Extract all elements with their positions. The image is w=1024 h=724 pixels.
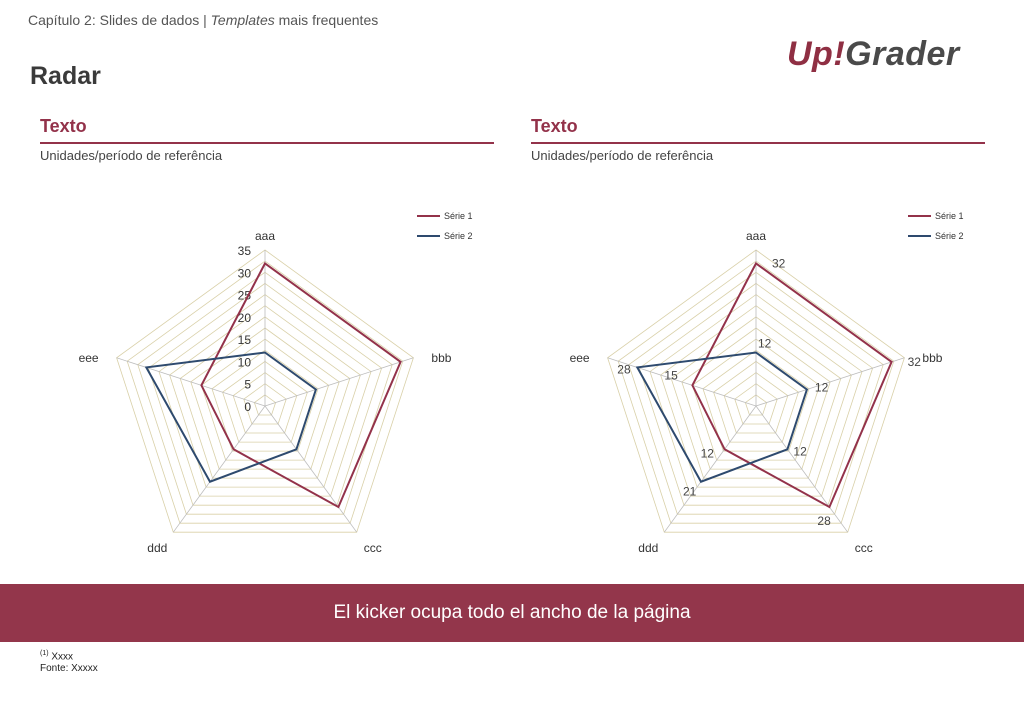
- grid-ring: [617, 260, 895, 524]
- category-label-ccc: ccc: [855, 541, 873, 552]
- footnotes: (1) Xxxx Fonte: Xxxxx: [40, 648, 98, 675]
- chart-panel-left: Texto Unidades/período de referência aaa…: [40, 112, 496, 552]
- axis-spoke: [755, 357, 905, 407]
- footnote-text: Xxxx: [48, 651, 74, 663]
- grid-ring: [147, 282, 383, 506]
- logo-part-grader: Grader: [845, 35, 960, 73]
- category-label-bbb: bbb: [431, 351, 451, 365]
- footnote-line: (1) Xxxx: [40, 648, 98, 663]
- footnote-marker: (1): [40, 650, 49, 657]
- category-label-ccc: ccc: [364, 541, 382, 552]
- grid-ring: [723, 372, 789, 434]
- category-label-ddd: ddd: [147, 541, 167, 552]
- grid-ring: [607, 249, 905, 533]
- tick-label: 20: [238, 311, 252, 325]
- tick-label: 30: [238, 266, 252, 280]
- axis-spoke: [264, 357, 414, 407]
- category-label-ddd: ddd: [638, 541, 658, 552]
- axis-spoke: [663, 405, 757, 533]
- series-2-line: [635, 351, 809, 483]
- category-label-aaa: aaa: [746, 229, 766, 243]
- grid-ring: [253, 394, 277, 416]
- legend-label: Série 1: [935, 211, 964, 221]
- panel-title: Texto: [40, 116, 87, 136]
- chapter-suffix: mais frequentes: [274, 12, 379, 28]
- grid-ring: [126, 260, 404, 524]
- panel-subtitle: Unidades/período de referência: [40, 148, 223, 163]
- axis-spoke: [116, 357, 266, 407]
- panel-title: Texto: [531, 116, 578, 136]
- series-1-line: [200, 261, 402, 509]
- grid-ring: [713, 360, 799, 443]
- chapter-italic: Templates: [210, 12, 275, 28]
- legend-label: Série 2: [935, 231, 964, 241]
- data-label: 21: [683, 485, 697, 499]
- data-label: 32: [908, 355, 922, 369]
- data-label: 12: [815, 381, 829, 395]
- series-1-line: [691, 261, 893, 509]
- grid-ring: [744, 394, 768, 416]
- logo-part-bang: !: [833, 35, 846, 73]
- category-label-eee: eee: [570, 351, 590, 365]
- grid-ring: [702, 349, 810, 452]
- series-2-line: [144, 351, 318, 483]
- data-label: 28: [817, 514, 831, 528]
- logo-part-up: Up: [787, 35, 834, 73]
- grid-ring: [232, 372, 298, 434]
- panel-subtitle: Unidades/período de referência: [531, 148, 714, 163]
- upgrader-logo: Up!Grader: [787, 35, 960, 74]
- radar-chart-left: aaa bbb ccc ddd eee 0 5 10 15 20 25 30 35 Série 1 Séri…: [79, 211, 473, 552]
- category-label-eee: eee: [79, 351, 99, 365]
- grid-ring: [158, 294, 372, 497]
- data-label: 32: [772, 256, 786, 270]
- chapter-breadcrumb: Capítulo 2: Slides de dados | Templates …: [28, 12, 378, 28]
- grid-ring: [211, 349, 319, 452]
- grid-ring: [638, 282, 874, 506]
- grid-ring: [649, 294, 863, 497]
- tick-label: 5: [244, 378, 251, 392]
- data-label: 12: [701, 446, 715, 460]
- data-label: 28: [617, 362, 631, 376]
- category-label-bbb: bbb: [922, 351, 942, 365]
- grid-ring: [681, 327, 831, 470]
- data-label: 12: [758, 337, 772, 351]
- axis-spoke: [755, 405, 849, 533]
- grid-ring: [116, 249, 414, 533]
- panel-divider: [531, 142, 985, 144]
- source-line: Fonte: Xxxxx: [40, 663, 98, 675]
- legend-label: Série 2: [444, 231, 473, 241]
- grid-ring: [222, 360, 308, 443]
- chapter-prefix: Capítulo 2: Slides de dados |: [28, 12, 211, 28]
- panel-divider: [40, 142, 494, 144]
- axis-spoke: [172, 405, 266, 533]
- axis-spoke: [264, 405, 358, 533]
- tick-label: 35: [238, 244, 252, 258]
- radar-chart-right: aaa bbb ccc ddd eee 32 32 28 12 15 12 12 12 21 28 Série…: [570, 211, 964, 552]
- grid-ring: [243, 383, 287, 425]
- category-label-aaa: aaa: [255, 229, 275, 243]
- grid-ring: [734, 383, 778, 425]
- page-title: Radar: [30, 62, 101, 90]
- axis-spoke: [607, 357, 757, 407]
- legend-label: Série 1: [444, 211, 473, 221]
- grid-ring: [179, 316, 351, 479]
- data-label: 15: [664, 368, 678, 382]
- data-label: 12: [793, 444, 807, 458]
- grid-ring: [137, 271, 393, 515]
- tick-label: 10: [238, 355, 252, 369]
- grid-ring: [628, 271, 884, 515]
- tick-label: 15: [238, 333, 252, 347]
- tick-label: 25: [238, 289, 252, 303]
- grid-ring: [670, 316, 842, 479]
- chart-panel-right: Texto Unidades/período de referência aaa…: [531, 112, 987, 552]
- kicker-banner: El kicker ocupa todo el ancho de la pági…: [0, 584, 1024, 642]
- grid-ring: [190, 327, 340, 470]
- tick-label: 0: [244, 400, 251, 414]
